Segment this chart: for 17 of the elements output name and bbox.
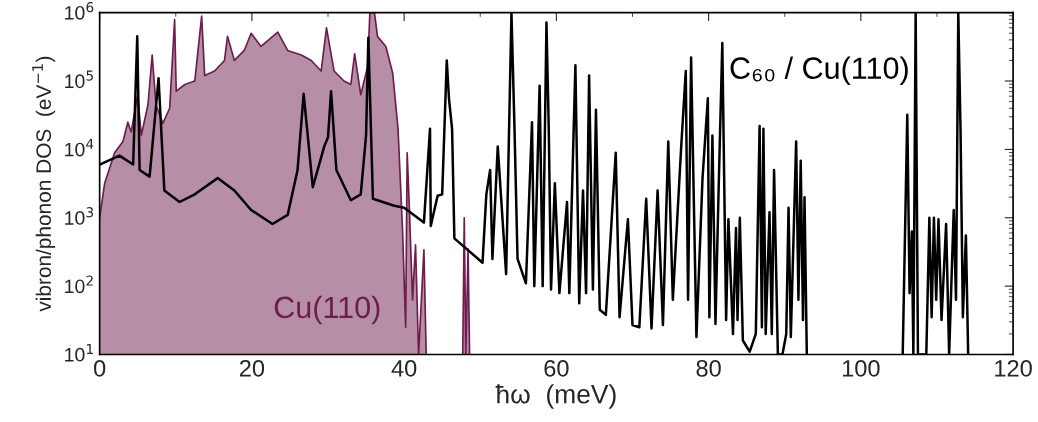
series-label: C₆₀ / Cu(110) bbox=[730, 56, 908, 85]
x-tick-label: 80 bbox=[696, 359, 721, 377]
y-tick-label: 10$^{4}$ bbox=[65, 138, 94, 157]
x-tick-label: 120 bbox=[995, 359, 1032, 377]
y-tick-label: 10$^{2}$ bbox=[65, 275, 93, 294]
x-tick-label: 60 bbox=[544, 359, 569, 377]
x-tick-label: 40 bbox=[391, 359, 417, 377]
y-tick-label: 10$^{5}$ bbox=[65, 70, 93, 89]
x-axis-title: ħω (meV) bbox=[495, 384, 616, 409]
series-label: Cu(110) bbox=[274, 295, 380, 325]
y-tick-label: 10$^{6}$ bbox=[65, 2, 94, 20]
y-tick-label: 10$^{3}$ bbox=[65, 207, 94, 225]
x-tick-label: 0 bbox=[94, 359, 106, 377]
x-tick-label: 100 bbox=[842, 359, 880, 377]
y-axis-title: vibron/phonon DOS (eV$^{−1}$) bbox=[32, 56, 56, 312]
y-tick-label: 10$^{1}$ bbox=[65, 344, 93, 362]
x-tick-label: 20 bbox=[239, 359, 265, 377]
